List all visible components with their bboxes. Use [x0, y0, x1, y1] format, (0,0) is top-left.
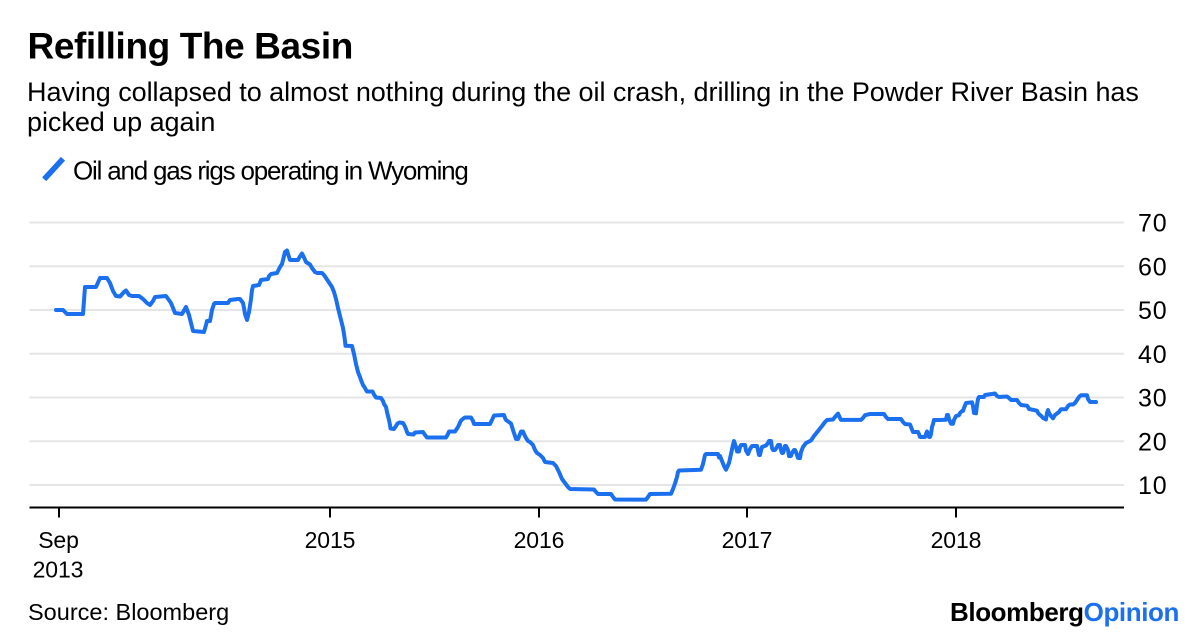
svg-text:40: 40 — [1138, 341, 1167, 369]
svg-text:2016: 2016 — [514, 527, 565, 553]
svg-text:2018: 2018 — [931, 527, 982, 553]
svg-text:60: 60 — [1138, 253, 1167, 281]
svg-text:10: 10 — [1138, 472, 1167, 500]
svg-text:2017: 2017 — [722, 527, 773, 553]
svg-text:Refilling The Basin: Refilling The Basin — [28, 26, 353, 67]
svg-text:70: 70 — [1138, 210, 1167, 238]
svg-text:30: 30 — [1138, 385, 1167, 413]
svg-text:Source: Bloomberg: Source: Bloomberg — [28, 599, 229, 625]
svg-text:20: 20 — [1138, 428, 1167, 456]
svg-text:picked up again: picked up again — [27, 107, 215, 137]
svg-text:Oil and gas rigs operating in: Oil and gas rigs operating in Wyoming — [73, 156, 468, 186]
svg-text:Sep: Sep — [38, 527, 79, 553]
svg-text:BloombergOpinion: BloombergOpinion — [950, 597, 1179, 627]
svg-text:2013: 2013 — [33, 557, 84, 583]
svg-text:50: 50 — [1138, 297, 1167, 325]
svg-text:Having collapsed to almost not: Having collapsed to almost nothing durin… — [27, 77, 1139, 107]
svg-text:2015: 2015 — [305, 527, 356, 553]
